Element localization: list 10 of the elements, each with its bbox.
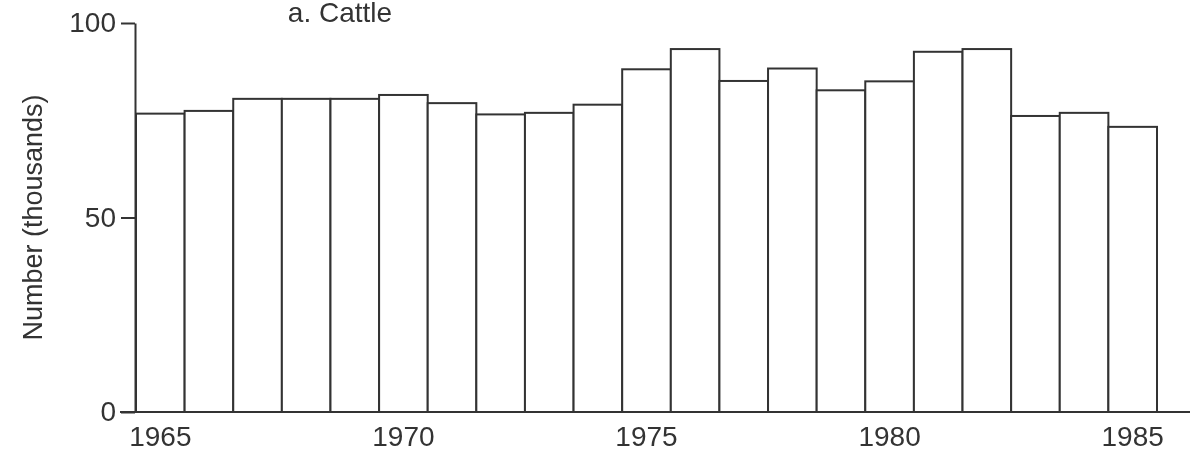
x-tick-label: 1970 [372, 420, 435, 452]
x-tick-label: 1985 [1101, 420, 1164, 452]
x-tick-label: 1980 [858, 420, 921, 452]
y-tick-label: 100 [69, 7, 116, 39]
x-tick-label: 1975 [615, 420, 678, 452]
chart-title: a. Cattle [287, 0, 393, 28]
y-tick-label: 0 [100, 396, 116, 428]
y-axis-title: Number (thousands) [18, 94, 48, 341]
x-tick-label: 1965 [129, 420, 192, 452]
y-tick-label: 50 [84, 201, 116, 233]
